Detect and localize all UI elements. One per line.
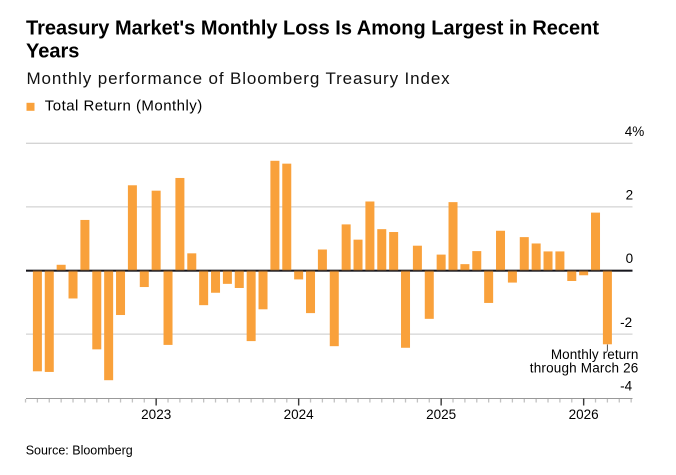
svg-text:2025: 2025 xyxy=(426,407,456,422)
svg-text:4%: 4% xyxy=(625,124,645,139)
svg-text:2026: 2026 xyxy=(569,407,599,422)
svg-text:2023: 2023 xyxy=(141,407,171,422)
svg-text:-4: -4 xyxy=(620,379,632,394)
svg-text:2: 2 xyxy=(626,187,634,202)
svg-text:Total Return (Monthly): Total Return (Monthly) xyxy=(45,98,203,115)
svg-text:Source: Bloomberg: Source: Bloomberg xyxy=(26,444,133,458)
svg-text:Monthly performance of Bloombe: Monthly performance of Bloomberg Treasur… xyxy=(27,69,451,88)
svg-text:Years: Years xyxy=(26,41,79,63)
svg-text:Treasury Market's Monthly Loss: Treasury Market's Monthly Loss Is Among … xyxy=(26,18,599,40)
svg-text:through March 26: through March 26 xyxy=(530,360,639,375)
svg-text:2024: 2024 xyxy=(284,407,315,422)
svg-text:0: 0 xyxy=(626,251,634,266)
svg-text:Monthly return: Monthly return xyxy=(551,347,639,362)
svg-text:-2: -2 xyxy=(620,315,632,330)
